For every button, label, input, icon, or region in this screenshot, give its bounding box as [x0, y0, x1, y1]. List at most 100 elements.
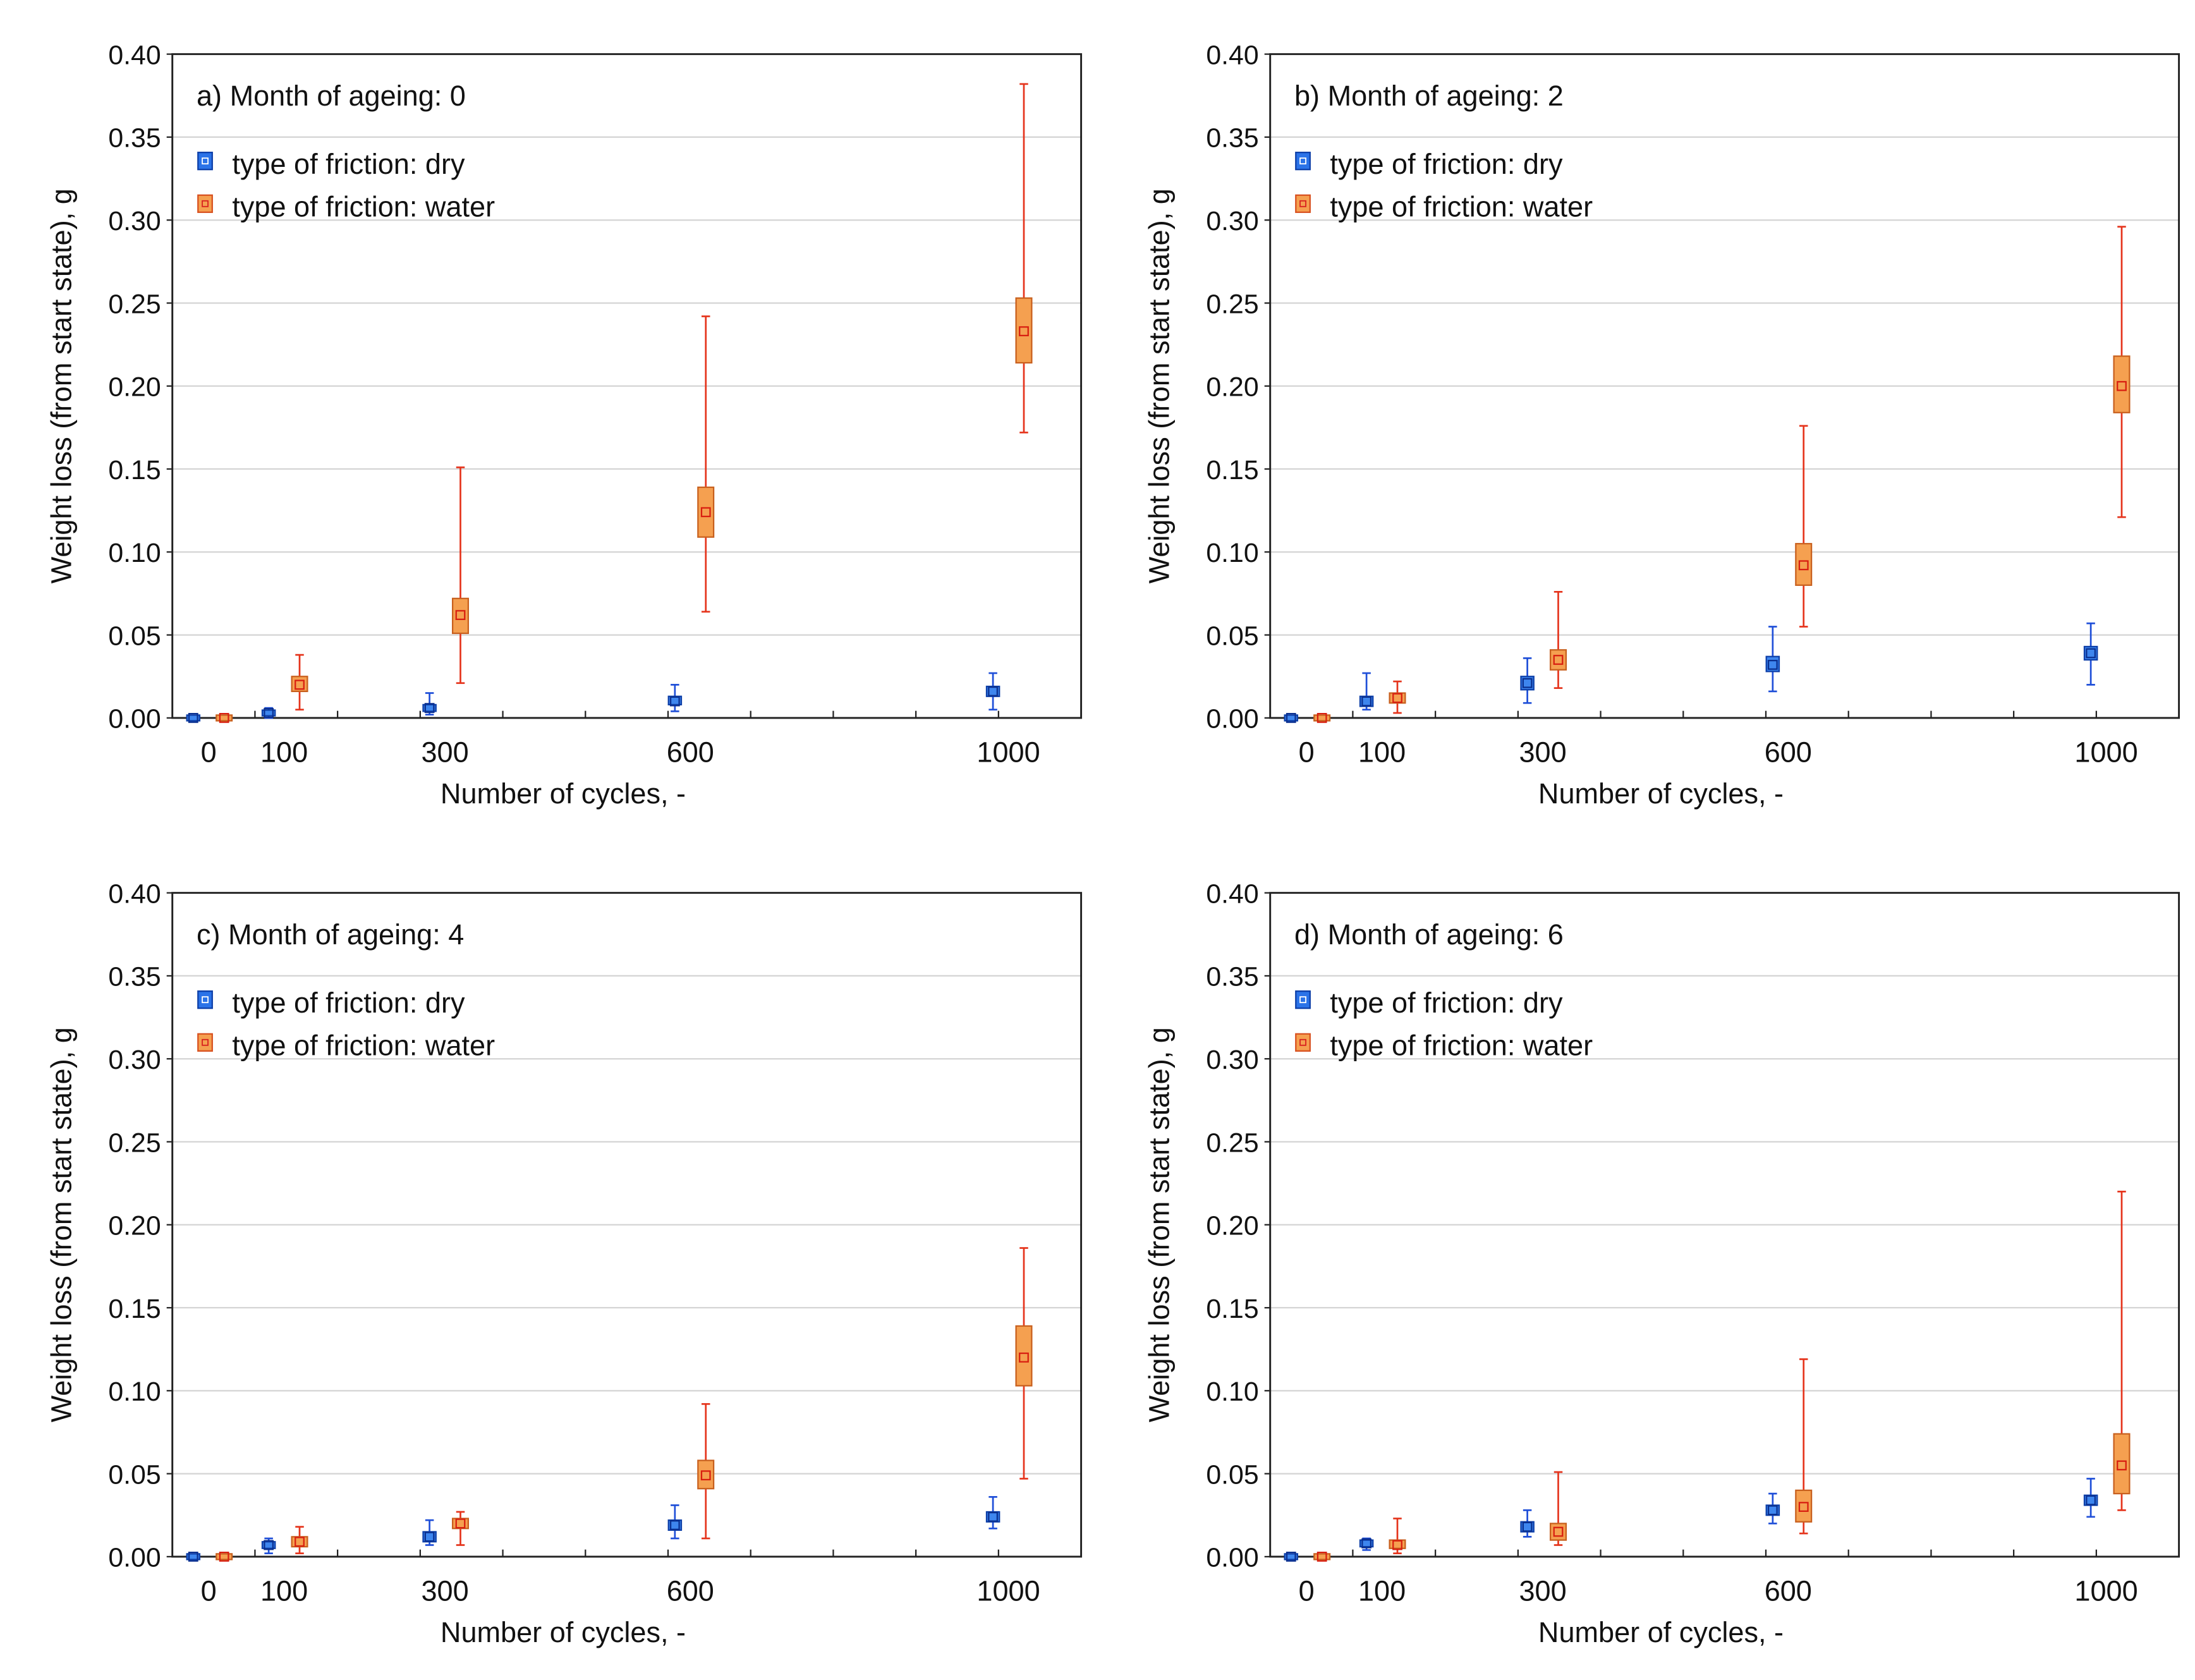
box-rect: [1314, 1554, 1330, 1559]
y-tick-label: 0.25: [1206, 1128, 1258, 1158]
y-tick-label: 0.20: [108, 1210, 161, 1241]
y-tick-label: 0.10: [1206, 1377, 1258, 1407]
y-tick-label: 0.35: [108, 123, 161, 154]
box-rect: [1389, 693, 1405, 703]
legend-marker-dry: [198, 991, 212, 1008]
box-rect: [1796, 544, 1811, 585]
y-tick-label: 0.40: [1206, 40, 1258, 70]
x-tick-label: 0: [201, 1574, 217, 1607]
panel-label: c) Month of ageing: 4: [197, 918, 464, 950]
legend-marker-water: [198, 1033, 212, 1050]
y-tick-label: 0.30: [1206, 1044, 1258, 1074]
legend-label-water: type of friction: water: [1330, 191, 1593, 223]
box-water-0: [1314, 1552, 1330, 1561]
y-tick-label: 0.15: [1206, 455, 1258, 485]
y-tick-label: 0.15: [108, 455, 161, 485]
y-tick-label: 0.00: [1206, 704, 1258, 734]
x-tick-label: 300: [1519, 736, 1566, 769]
y-tick-label: 0.35: [108, 961, 161, 992]
x-tick-label: 0: [201, 736, 217, 769]
box-dry-1000: [987, 1497, 999, 1528]
x-tick-label: 1000: [976, 736, 1040, 769]
y-tick-label: 0.05: [108, 1459, 161, 1490]
box-dry-300: [1521, 658, 1533, 703]
box-rect: [1016, 298, 1032, 363]
box-dry-300: [423, 693, 435, 714]
box-rect: [1550, 650, 1566, 670]
y-tick-label: 0.10: [108, 1377, 161, 1407]
x-tick-label: 100: [260, 736, 308, 769]
box-water-600: [1796, 426, 1811, 627]
legend-label-dry: type of friction: dry: [232, 986, 465, 1018]
box-water-100: [1389, 681, 1405, 713]
box-dry-0: [187, 1552, 200, 1561]
panel-label: b) Month of ageing: 2: [1294, 80, 1564, 112]
legend-label-dry: type of friction: dry: [232, 148, 465, 180]
legend-marker-dry: [198, 152, 212, 169]
y-axis-label: Weight loss (from start state), g: [1143, 188, 1175, 583]
y-tick-label: 0.00: [1206, 1542, 1258, 1573]
y-tick-label: 0.05: [1206, 1459, 1258, 1490]
box-water-300: [453, 467, 468, 683]
y-tick-label: 0.20: [1206, 372, 1258, 403]
box-dry-600: [1766, 1494, 1778, 1523]
box-water-1000: [1016, 1248, 1032, 1478]
box-dry-300: [423, 1520, 435, 1545]
y-tick-label: 0.25: [108, 289, 161, 319]
x-tick-label: 600: [667, 1574, 714, 1607]
legend-label-water: type of friction: water: [232, 191, 495, 223]
y-tick-label: 0.05: [1206, 621, 1258, 651]
y-tick-label: 0.15: [1206, 1293, 1258, 1324]
x-axis-label: Number of cycles, -: [1538, 1616, 1783, 1648]
y-tick-label: 0.40: [1206, 879, 1258, 909]
box-rect: [1796, 1490, 1811, 1521]
x-tick-label: 300: [421, 1574, 468, 1607]
x-tick-label: 100: [260, 1574, 308, 1607]
legend-label-dry: type of friction: dry: [1330, 148, 1563, 180]
y-tick-label: 0.30: [108, 206, 161, 236]
box-dry-600: [1766, 626, 1778, 691]
x-axis-label: Number of cycles, -: [1538, 777, 1783, 810]
box-water-100: [292, 655, 308, 710]
box-dry-100: [262, 1538, 275, 1553]
box-rect: [698, 1460, 714, 1488]
x-tick-label: 600: [1764, 1574, 1811, 1607]
y-axis-label: Weight loss (from start state), g: [46, 1027, 78, 1422]
box-rect: [2113, 1433, 2129, 1494]
box-rect: [216, 1554, 232, 1559]
x-tick-label: 600: [1764, 736, 1811, 769]
box-water-0: [216, 1552, 232, 1561]
box-water-300: [453, 1511, 468, 1545]
y-tick-label: 0.40: [108, 879, 161, 909]
y-tick-label: 0.35: [1206, 123, 1258, 154]
box-dry-0: [187, 714, 200, 722]
box-water-600: [698, 316, 714, 611]
y-tick-label: 0.40: [108, 40, 161, 70]
legend-marker-water: [198, 195, 212, 212]
y-tick-label: 0.25: [108, 1128, 161, 1158]
x-axis-label: Number of cycles, -: [441, 1616, 686, 1648]
x-tick-label: 1000: [976, 1574, 1040, 1607]
x-tick-label: 0: [1298, 1574, 1314, 1607]
box-dry-100: [262, 708, 275, 718]
box-water-0: [216, 714, 232, 722]
legend-label-dry: type of friction: dry: [1330, 986, 1563, 1018]
box-rect: [2113, 356, 2129, 413]
box-rect: [292, 1537, 308, 1547]
box-dry-1000: [987, 673, 999, 710]
x-tick-label: 1000: [2074, 1574, 2137, 1607]
box-water-300: [1550, 592, 1566, 688]
legend-marker-dry: [1296, 991, 1310, 1008]
box-rect: [1016, 1325, 1032, 1385]
y-tick-label: 0.10: [1206, 538, 1258, 568]
box-water-600: [1796, 1359, 1811, 1533]
y-axis-label: Weight loss (from start state), g: [1143, 1027, 1175, 1422]
x-tick-label: 100: [1358, 1574, 1405, 1607]
